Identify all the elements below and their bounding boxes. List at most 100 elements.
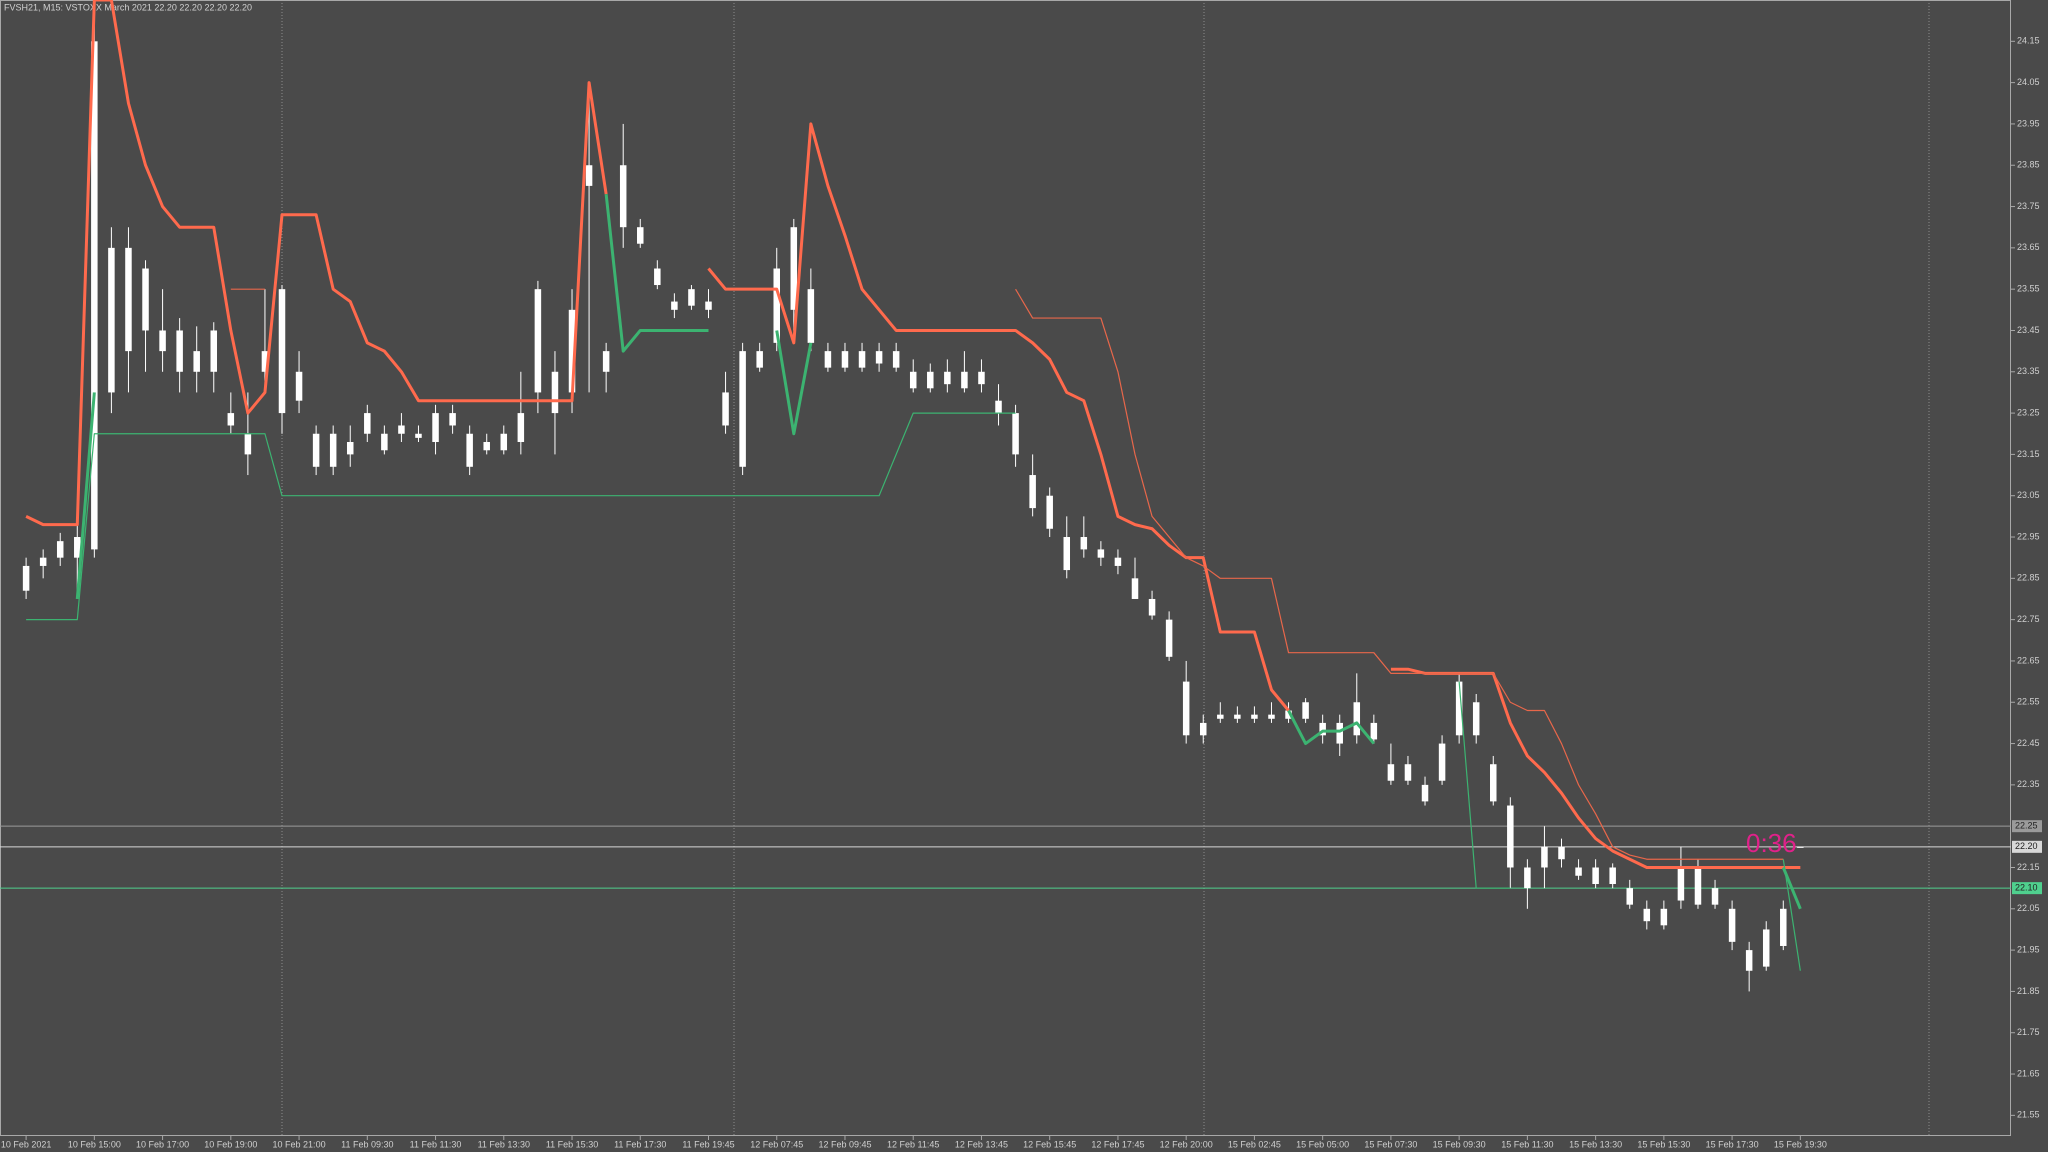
candle-body: [1285, 710, 1292, 719]
candle-body: [483, 442, 490, 451]
candle-body: [1558, 846, 1565, 860]
candle-body: [551, 371, 559, 414]
candle-body: [312, 433, 320, 467]
candle-body: [261, 351, 269, 372]
candle-body: [432, 413, 439, 443]
candle-body: [346, 442, 354, 455]
candle-body: [398, 425, 405, 434]
y-tick-label: 23.75: [2017, 201, 2040, 211]
candle-body: [1182, 681, 1190, 736]
candle-body: [944, 371, 951, 385]
x-tick-label: 10 Feb 15:00: [68, 1139, 121, 1149]
x-tick-label: 11 Feb 13:30: [478, 1139, 530, 1149]
candle-body: [1370, 722, 1378, 740]
candle-body: [1438, 743, 1446, 781]
candle-body: [193, 351, 200, 372]
candle-body: [74, 537, 81, 558]
candle-body: [227, 413, 235, 426]
price-level-label: 22.25: [2015, 821, 2038, 831]
candle-body: [671, 301, 678, 310]
candle-body: [1421, 784, 1429, 802]
y-tick-label: 21.75: [2017, 1027, 2040, 1037]
y-tick-label: 21.65: [2017, 1068, 2040, 1078]
candle-body: [517, 413, 525, 443]
y-tick-label: 24.15: [2017, 36, 2040, 46]
y-tick-label: 22.95: [2017, 531, 2040, 541]
candle-body: [1217, 714, 1224, 719]
x-tick-label: 10 Feb 2021: [1, 1139, 52, 1149]
candle-body: [1268, 714, 1275, 719]
candle-body: [1575, 867, 1582, 876]
candle-body: [1455, 681, 1463, 736]
candle-body: [1541, 846, 1548, 868]
y-tick-label: 23.95: [2017, 118, 2040, 128]
candle-body: [1677, 867, 1685, 901]
candle-body: [585, 165, 593, 186]
candle-body: [329, 433, 337, 467]
y-tick-label: 23.55: [2017, 284, 2040, 294]
candle-body: [1387, 764, 1395, 781]
candle-body: [295, 371, 303, 401]
x-tick-label: 15 Feb 17:30: [1706, 1139, 1759, 1149]
candle-body: [892, 351, 900, 368]
indicator-line: [707, 122, 1290, 712]
y-tick-label: 23.05: [2017, 490, 2040, 500]
candle-body: [807, 289, 815, 343]
candle-body: [91, 41, 98, 550]
candle-body: [210, 330, 218, 372]
y-tick-label: 22.65: [2017, 655, 2040, 665]
y-tick-label: 23.15: [2017, 449, 2040, 459]
x-tick-label: 15 Feb 02:45: [1228, 1139, 1281, 1149]
x-tick-label: 12 Feb 20:00: [1160, 1139, 1213, 1149]
candle-body: [1080, 537, 1088, 550]
y-tick-label: 23.85: [2017, 160, 2040, 170]
candle-body: [722, 392, 729, 426]
candle-body: [1745, 950, 1753, 971]
candle-body: [1643, 908, 1651, 922]
candle-body: [909, 371, 917, 389]
candle-body: [1097, 549, 1105, 558]
candle-body: [159, 330, 166, 352]
x-tick-label: 12 Feb 15:45: [1023, 1139, 1076, 1149]
x-tick-label: 15 Feb 13:30: [1569, 1139, 1622, 1149]
candle-body: [858, 351, 866, 368]
candle-body: [1029, 475, 1036, 509]
candle-body: [1302, 702, 1309, 719]
y-tick-label: 22.15: [2017, 862, 2040, 872]
candle-body: [961, 371, 968, 389]
candle-body: [1694, 867, 1702, 905]
candle-body: [381, 433, 388, 451]
candle-body: [1490, 764, 1497, 802]
indicator-line: [604, 193, 709, 353]
price-level-box: [2012, 840, 2042, 853]
candle-body: [773, 268, 780, 343]
y-tick-label: 21.85: [2017, 986, 2040, 996]
indicator-line: [75, 392, 96, 600]
candle-body: [1336, 722, 1343, 744]
indicator-line: [1015, 288, 1784, 860]
x-tick-label: 11 Feb 17:30: [614, 1139, 666, 1149]
candle-body: [568, 309, 576, 393]
y-tick-label: 22.05: [2017, 903, 2040, 913]
indicator-line: [1782, 859, 1801, 971]
price-level-box: [2012, 882, 2042, 895]
candle-body: [142, 268, 149, 331]
candle-body: [449, 413, 456, 426]
x-tick-label: 11 Feb 15:30: [546, 1139, 598, 1149]
candle-body: [108, 247, 115, 393]
candle-body: [22, 565, 30, 591]
candle-body: [125, 247, 132, 352]
x-tick-label: 12 Feb 11:45: [887, 1139, 939, 1149]
candle-body: [824, 351, 832, 368]
candle-body: [56, 541, 64, 558]
x-tick-label: 15 Feb 09:30: [1433, 1139, 1486, 1149]
candle-body: [1319, 722, 1326, 736]
x-tick-label: 10 Feb 17:00: [136, 1139, 189, 1149]
y-tick-label: 22.55: [2017, 697, 2040, 707]
candle-body: [1762, 929, 1770, 967]
candle-body: [1780, 908, 1787, 946]
candle-body: [1012, 413, 1019, 455]
y-tick-label: 23.35: [2017, 366, 2040, 376]
candle-body: [602, 351, 610, 372]
